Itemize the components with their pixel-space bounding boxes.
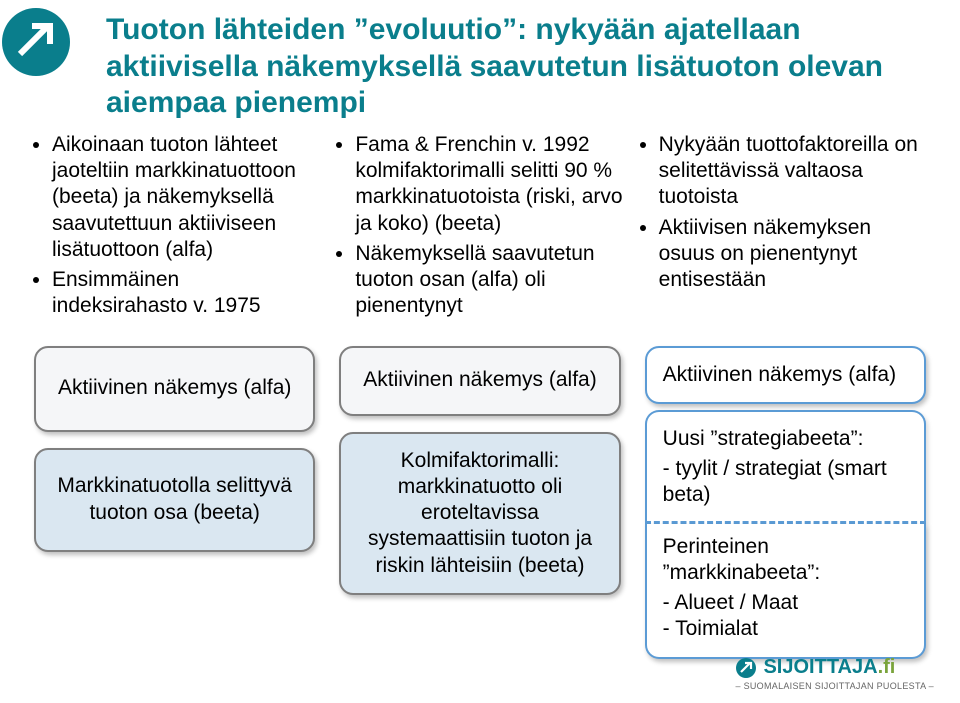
card-text: Perinteinen ”markkinabeeta”: bbox=[663, 534, 908, 587]
card-market-beta: Perinteinen ”markkinabeeta”: Alueet / Ma… bbox=[645, 524, 926, 659]
card-alpha-left: Aktiivinen näkemys (alfa) bbox=[34, 346, 315, 432]
card-text: Markkinatuotolla selittyvä tuoton osa (b… bbox=[52, 473, 297, 526]
sub-item: tyylit / strategiat (smart beta) bbox=[663, 456, 908, 509]
bullets-col-left: Aikoinaan tuoton lähteet jaoteltiin mark… bbox=[34, 132, 319, 324]
brand-name: SIJOITTAJA.fi bbox=[735, 656, 934, 679]
bullet: Nykyään tuottofaktoreilla on selitettävi… bbox=[659, 132, 926, 211]
card-beta-middle: Kolmifaktorimalli: markkinatuotto oli er… bbox=[339, 432, 620, 595]
bullet: Aktiivisen näkemyksen osuus on pienentyn… bbox=[659, 215, 926, 294]
card-text: Uusi ”strategiabeeta”: bbox=[663, 426, 908, 452]
bullets-col-middle: Fama & Frenchin v. 1992 kolmifaktorimall… bbox=[337, 132, 622, 324]
slide: Tuoton lähteiden ”evoluutio”: nykyään aj… bbox=[0, 0, 960, 703]
card-strategy-beta: Uusi ”strategiabeeta”: tyylit / strategi… bbox=[645, 410, 926, 524]
sub-item: Alueet / Maat bbox=[663, 590, 908, 616]
cards-col-right: Aktiivinen näkemys (alfa) Uusi ”strategi… bbox=[645, 346, 926, 665]
card-text: Aktiivinen näkemys (alfa) bbox=[663, 362, 908, 388]
brand-tagline: – SUOMALAISEN SIJOITTAJAN PUOLESTA – bbox=[735, 681, 934, 691]
sub-item: Toimialat bbox=[663, 616, 908, 642]
card-alpha-right: Aktiivinen näkemys (alfa) bbox=[645, 346, 926, 404]
slide-title: Tuoton lähteiden ”evoluutio”: nykyään aj… bbox=[106, 12, 926, 122]
card-text: Aktiivinen näkemys (alfa) bbox=[363, 367, 596, 393]
bullet: Ensimmäinen indeksirahasto v. 1975 bbox=[52, 267, 319, 320]
bullet: Aikoinaan tuoton lähteet jaoteltiin mark… bbox=[52, 132, 319, 263]
bullet-columns: Aikoinaan tuoton lähteet jaoteltiin mark… bbox=[34, 132, 926, 324]
card-sub-list: Alueet / Maat Toimialat bbox=[663, 590, 908, 643]
arrow-icon bbox=[735, 657, 757, 679]
card-alpha-middle: Aktiivinen näkemys (alfa) bbox=[339, 346, 620, 416]
card-beta-left: Markkinatuotolla selittyvä tuoton osa (b… bbox=[34, 448, 315, 552]
brand-text: SIJOITTAJA bbox=[763, 656, 877, 678]
bullets-col-right: Nykyään tuottofaktoreilla on selitettävi… bbox=[641, 132, 926, 324]
footer-brand: SIJOITTAJA.fi – SUOMALAISEN SIJOITTAJAN … bbox=[735, 656, 934, 691]
bullet: Näkemyksellä saavutetun tuoton osan (alf… bbox=[355, 241, 622, 320]
cards-row: Aktiivinen näkemys (alfa) Markkinatuotol… bbox=[34, 346, 926, 665]
brand-suffix: .fi bbox=[878, 656, 896, 678]
cards-col-left: Aktiivinen näkemys (alfa) Markkinatuotol… bbox=[34, 346, 315, 552]
card-text: Kolmifaktorimalli: markkinatuotto oli er… bbox=[357, 448, 602, 579]
cards-col-middle: Aktiivinen näkemys (alfa) Kolmifaktorima… bbox=[339, 346, 620, 595]
card-sub-list: tyylit / strategiat (smart beta) bbox=[663, 456, 908, 509]
bullet: Fama & Frenchin v. 1992 kolmifaktorimall… bbox=[355, 132, 622, 237]
card-text: Aktiivinen näkemys (alfa) bbox=[58, 375, 291, 401]
corner-logo bbox=[0, 6, 72, 78]
